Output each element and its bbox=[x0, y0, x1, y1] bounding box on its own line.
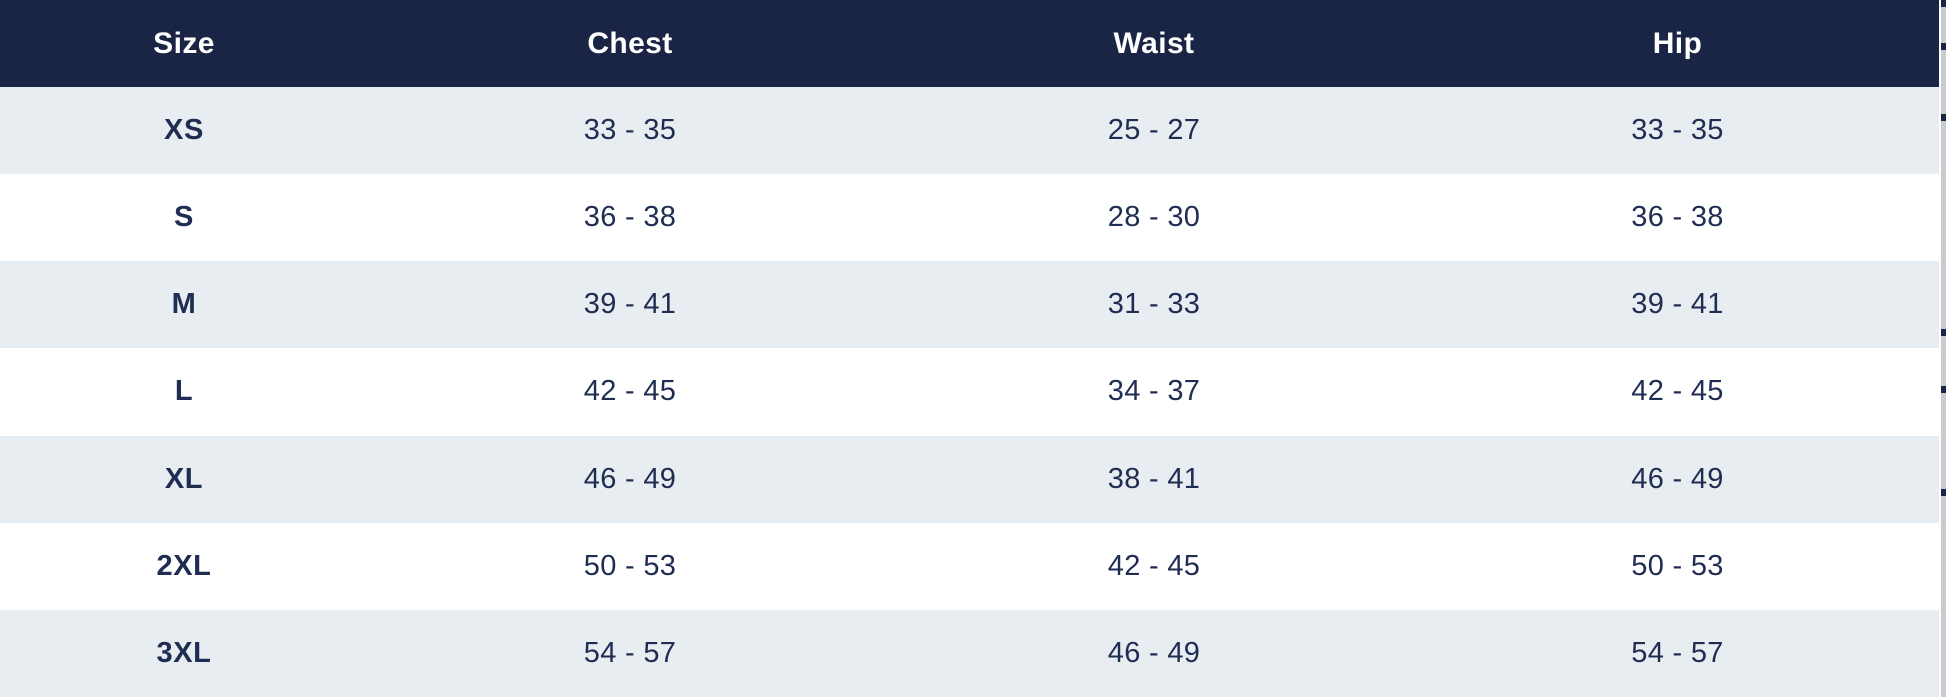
cell-hip: 54 - 57 bbox=[1631, 636, 1724, 669]
cell-size: L bbox=[174, 375, 194, 408]
column-header-chest: Chest bbox=[368, 0, 892, 87]
cell-waist: 31 - 33 bbox=[1107, 288, 1201, 321]
cell-hip: 36 - 38 bbox=[1631, 201, 1724, 234]
cell-size: XS bbox=[164, 114, 204, 147]
cell-chest: 39 - 41 bbox=[583, 288, 677, 321]
cell-waist: 42 - 45 bbox=[1107, 549, 1201, 582]
table-row-s: S 36 - 38 28 - 30 36 - 38 bbox=[0, 174, 1939, 262]
cell-chest: 50 - 53 bbox=[583, 549, 677, 582]
edge-mark bbox=[1941, 0, 1946, 7]
column-header-hip: Hip bbox=[1416, 0, 1939, 87]
cell-size: S bbox=[174, 201, 194, 234]
cell-chest: 54 - 57 bbox=[583, 636, 677, 669]
edge-mark bbox=[1941, 329, 1946, 336]
column-header-waist: Waist bbox=[892, 0, 1416, 87]
cell-hip: 50 - 53 bbox=[1631, 549, 1724, 582]
cell-chest: 42 - 45 bbox=[583, 375, 677, 408]
edge-mark bbox=[1941, 489, 1946, 496]
table-row-xl: XL 46 - 49 38 - 41 46 - 49 bbox=[0, 435, 1939, 523]
cell-size: 3XL bbox=[156, 636, 212, 669]
cell-waist: 25 - 27 bbox=[1107, 114, 1201, 147]
cell-chest: 36 - 38 bbox=[583, 201, 677, 234]
cell-hip: 39 - 41 bbox=[1631, 288, 1724, 321]
cell-hip: 33 - 35 bbox=[1631, 114, 1724, 147]
right-edge-clipped-strip bbox=[1941, 0, 1946, 697]
cell-chest: 33 - 35 bbox=[583, 114, 677, 147]
cell-size: M bbox=[171, 288, 197, 321]
cell-waist: 38 - 41 bbox=[1107, 462, 1201, 495]
cell-chest: 46 - 49 bbox=[583, 462, 677, 495]
edge-mark bbox=[1941, 43, 1946, 50]
cell-size: XL bbox=[164, 462, 204, 495]
table-row-2xl: 2XL 50 - 53 42 - 45 50 - 53 bbox=[0, 522, 1939, 610]
cell-waist: 28 - 30 bbox=[1107, 201, 1201, 234]
table-row-3xl: 3XL 54 - 57 46 - 49 54 - 57 bbox=[0, 609, 1939, 697]
cell-hip: 46 - 49 bbox=[1631, 462, 1724, 495]
cell-waist: 46 - 49 bbox=[1107, 636, 1201, 669]
table-row-m: M 39 - 41 31 - 33 39 - 41 bbox=[0, 261, 1939, 349]
column-header-size: Size bbox=[0, 0, 368, 87]
edge-mark bbox=[1941, 114, 1946, 121]
table-row-xs: XS 33 - 35 25 - 27 33 - 35 bbox=[0, 87, 1939, 175]
cell-waist: 34 - 37 bbox=[1107, 375, 1201, 408]
header-row: Size Chest Waist Hip bbox=[0, 0, 1939, 87]
edge-mark bbox=[1941, 386, 1946, 393]
table-row-l: L 42 - 45 34 - 37 42 - 45 bbox=[0, 348, 1939, 436]
cell-hip: 42 - 45 bbox=[1631, 375, 1724, 408]
cell-size: 2XL bbox=[156, 549, 212, 582]
